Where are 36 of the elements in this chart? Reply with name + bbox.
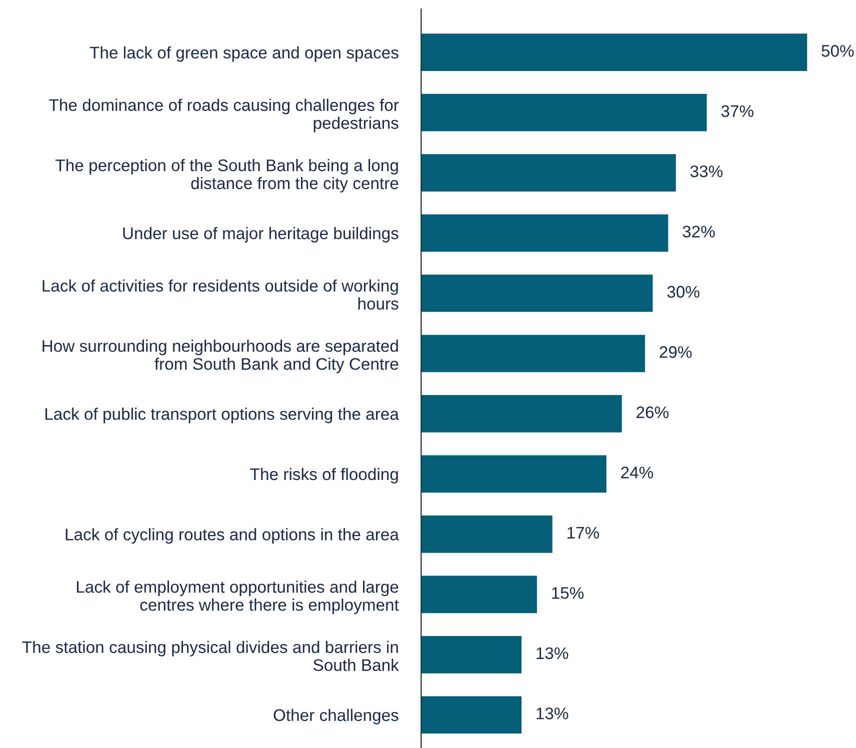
y-tick-label: Lack of activities for residents outside of working hours bbox=[42, 279, 398, 310]
y-tick-label: The lack of green space and open spaces bbox=[90, 46, 398, 62]
bar bbox=[421, 274, 653, 312]
y-tick-label: Lack of employment opportunities and large centres where there is employment bbox=[76, 580, 399, 614]
y-tick-label: The perception of the South Bank being a long distance from the city centre bbox=[56, 158, 398, 192]
data-label: 17% bbox=[568, 526, 600, 539]
bar bbox=[421, 334, 646, 372]
data-label: 32% bbox=[682, 226, 715, 238]
data-label: 29% bbox=[660, 346, 692, 358]
data-label: 37% bbox=[721, 105, 754, 118]
bar bbox=[421, 576, 537, 614]
bar bbox=[421, 455, 606, 493]
y-tick-label: Lack of cycling routes and options in the area bbox=[66, 528, 399, 544]
bar bbox=[421, 516, 552, 553]
y-tick-label: The risks of flooding bbox=[250, 468, 398, 484]
y-tick-label: Other challenges bbox=[274, 708, 398, 724]
bar bbox=[421, 214, 668, 252]
bar bbox=[421, 94, 707, 132]
data-label: 50% bbox=[822, 45, 854, 57]
bar bbox=[421, 34, 808, 72]
data-label: 33% bbox=[690, 165, 723, 178]
y-tick-label: Lack of public transport options serving the area bbox=[45, 408, 399, 424]
data-label: 30% bbox=[667, 286, 700, 298]
y-tick-label: The dominance of roads causing challenges for pedestrians bbox=[49, 98, 399, 132]
y-tick-label: Under use of major heritage buildings bbox=[123, 226, 398, 243]
bar bbox=[421, 636, 522, 674]
y-tick-label: How surrounding neighbourhoods are separated from South Bank and City Centre bbox=[42, 340, 398, 374]
data-label: 13% bbox=[536, 647, 568, 660]
data-label: 26% bbox=[636, 406, 669, 418]
bar bbox=[421, 154, 676, 192]
y-tick-label: The station causing physical divides and barriers in South Bank bbox=[22, 640, 399, 672]
bar bbox=[421, 395, 622, 432]
data-label: 24% bbox=[621, 466, 654, 478]
data-label: 15% bbox=[552, 587, 584, 599]
data-label: 13% bbox=[536, 708, 568, 720]
bar bbox=[421, 696, 522, 734]
